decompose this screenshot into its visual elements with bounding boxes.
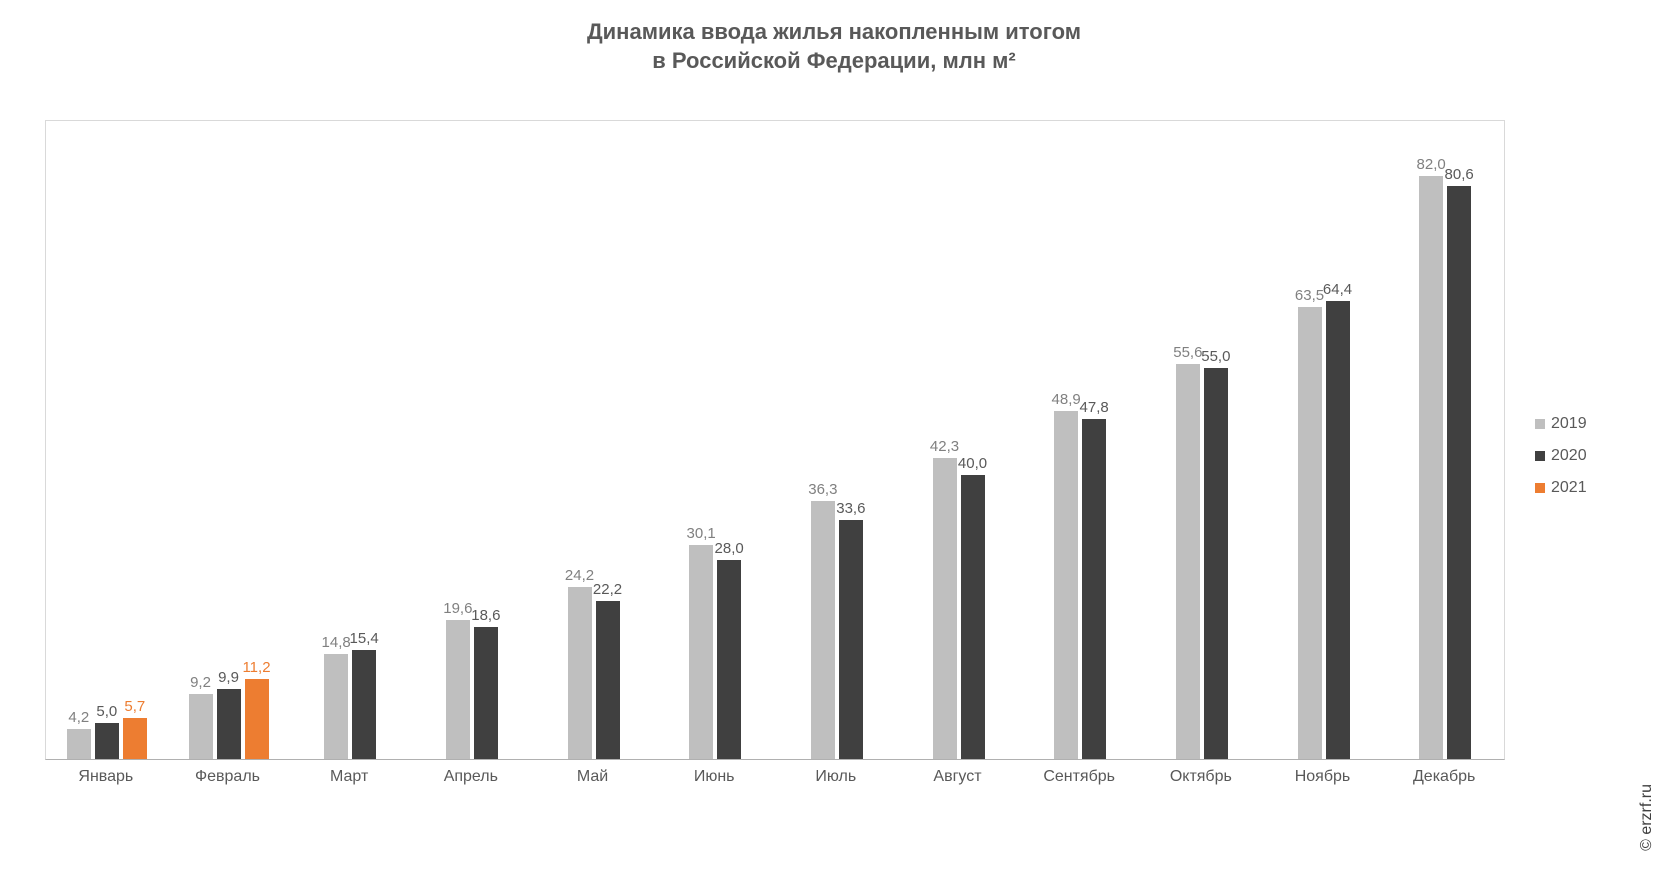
bar-group: 4,25,05,7 xyxy=(67,718,147,759)
bar-value-label: 55,6 xyxy=(1173,344,1202,361)
x-axis-label: Февраль xyxy=(167,768,289,786)
x-axis-label: Ноябрь xyxy=(1262,768,1384,786)
bar-value-label: 4,2 xyxy=(68,709,89,726)
x-axis-label: Июнь xyxy=(653,768,775,786)
bar: 11,2 xyxy=(245,679,269,759)
bar-value-label: 22,2 xyxy=(593,581,622,598)
bar: 18,6 xyxy=(474,627,498,759)
x-axis-label: Май xyxy=(532,768,654,786)
bar-group: 14,815,4 xyxy=(324,650,376,760)
legend-swatch xyxy=(1535,483,1545,493)
bar-value-label: 63,5 xyxy=(1295,287,1324,304)
bar-value-label: 55,0 xyxy=(1201,348,1230,365)
x-axis-label: Декабрь xyxy=(1383,768,1505,786)
bar-group: 55,655,0 xyxy=(1176,364,1228,759)
bar-group: 36,333,6 xyxy=(811,501,863,759)
legend-swatch xyxy=(1535,451,1545,461)
copyright: © erzrf.ru xyxy=(1638,784,1656,851)
bar-group: 82,080,6 xyxy=(1419,176,1471,759)
bar-group: 19,618,6 xyxy=(446,620,498,759)
legend-item: 2019 xyxy=(1535,415,1587,433)
bar-group: 48,947,8 xyxy=(1054,411,1106,759)
bar-value-label: 47,8 xyxy=(1080,399,1109,416)
bar: 19,6 xyxy=(446,620,470,759)
bar-value-label: 5,0 xyxy=(96,703,117,720)
bar: 80,6 xyxy=(1447,186,1471,759)
bar: 28,0 xyxy=(717,560,741,759)
legend-label: 2020 xyxy=(1551,447,1587,465)
legend-item: 2020 xyxy=(1535,447,1587,465)
bar: 4,2 xyxy=(67,729,91,759)
bar-value-label: 24,2 xyxy=(565,567,594,584)
bar-value-label: 40,0 xyxy=(958,455,987,472)
bar: 55,0 xyxy=(1204,368,1228,759)
bar: 36,3 xyxy=(811,501,835,759)
bar-value-label: 42,3 xyxy=(930,438,959,455)
bar-value-label: 82,0 xyxy=(1417,156,1446,173)
bar-value-label: 80,6 xyxy=(1445,166,1474,183)
title-line-2: в Российской Федерации, млн м² xyxy=(0,47,1668,76)
legend-label: 2021 xyxy=(1551,479,1587,497)
bar: 22,2 xyxy=(596,601,620,759)
bar: 48,9 xyxy=(1054,411,1078,759)
bar-value-label: 9,2 xyxy=(190,674,211,691)
bar-group: 42,340,0 xyxy=(933,458,985,759)
bar-value-label: 18,6 xyxy=(471,607,500,624)
chart-title: Динамика ввода жилья накопленным итогом … xyxy=(0,0,1668,75)
bar: 9,2 xyxy=(189,694,213,759)
bar-value-label: 19,6 xyxy=(443,600,472,617)
bar-group: 24,222,2 xyxy=(568,587,620,759)
title-line-1: Динамика ввода жилья накопленным итогом xyxy=(0,18,1668,47)
legend: 2019 2020 2021 xyxy=(1535,415,1587,511)
legend-swatch xyxy=(1535,419,1545,429)
bar-value-label: 14,8 xyxy=(322,634,351,651)
bar: 15,4 xyxy=(352,650,376,760)
x-axis-label: Октябрь xyxy=(1140,768,1262,786)
x-axis-label: Январь xyxy=(45,768,167,786)
bar: 9,9 xyxy=(217,689,241,759)
legend-label: 2019 xyxy=(1551,415,1587,433)
x-axis-label: Сентябрь xyxy=(1018,768,1140,786)
bar: 63,5 xyxy=(1298,307,1322,759)
bar: 55,6 xyxy=(1176,364,1200,759)
x-axis-label: Август xyxy=(897,768,1019,786)
bar: 30,1 xyxy=(689,545,713,759)
bar-value-label: 33,6 xyxy=(836,500,865,517)
x-axis-label: Июль xyxy=(775,768,897,786)
bar: 64,4 xyxy=(1326,301,1350,759)
bar-value-label: 30,1 xyxy=(687,525,716,542)
bar-value-label: 5,7 xyxy=(124,698,145,715)
bar: 40,0 xyxy=(961,475,985,759)
bar-value-label: 64,4 xyxy=(1323,281,1352,298)
bar-value-label: 48,9 xyxy=(1052,391,1081,408)
bar: 47,8 xyxy=(1082,419,1106,759)
bar-value-label: 28,0 xyxy=(715,540,744,557)
bar-value-label: 9,9 xyxy=(218,669,239,686)
bar-value-label: 11,2 xyxy=(242,659,270,676)
bar-value-label: 15,4 xyxy=(350,630,379,647)
bar: 5,7 xyxy=(123,718,147,759)
bar: 14,8 xyxy=(324,654,348,759)
bar-group: 9,29,911,2 xyxy=(189,679,269,759)
bar: 33,6 xyxy=(839,520,863,759)
legend-item: 2021 xyxy=(1535,479,1587,497)
x-axis-label: Апрель xyxy=(410,768,532,786)
chart-area: 4,25,05,79,29,911,214,815,419,618,624,22… xyxy=(45,120,1505,820)
x-axis-label: Март xyxy=(288,768,410,786)
bar-group: 63,564,4 xyxy=(1298,301,1350,759)
bar: 24,2 xyxy=(568,587,592,759)
bar-value-label: 36,3 xyxy=(808,481,837,498)
bar-group: 30,128,0 xyxy=(689,545,741,759)
bar: 5,0 xyxy=(95,723,119,759)
bar: 82,0 xyxy=(1419,176,1443,759)
bar: 42,3 xyxy=(933,458,957,759)
plot-area: 4,25,05,79,29,911,214,815,419,618,624,22… xyxy=(45,120,1505,760)
